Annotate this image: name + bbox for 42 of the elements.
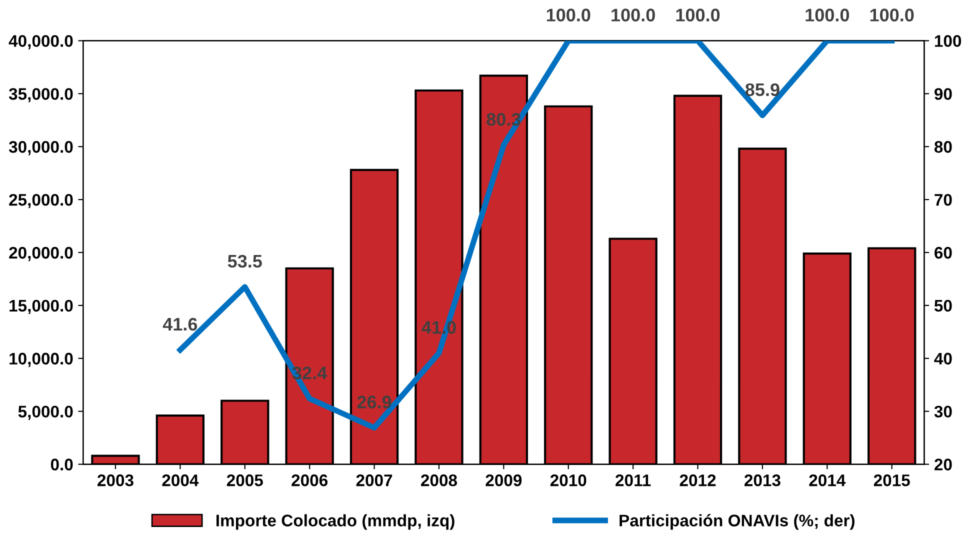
y-tick-label: 35,000.0 <box>8 88 73 102</box>
x-tick-label: 2006 <box>292 474 328 486</box>
x-tick-label: 2015 <box>874 474 910 486</box>
y-tick-label: 5,000.0 <box>18 406 73 420</box>
x-tick-label: 2005 <box>226 474 263 486</box>
data-label: 41.6 <box>162 318 198 331</box>
y-tick-label: 10,000.0 <box>10 352 73 367</box>
data-label: 85.9 <box>745 83 780 96</box>
legend-label: Importe Colocado (mmdp, izq) <box>216 514 454 530</box>
y2-tick-label: 100 <box>934 35 962 47</box>
legend-label: Participación ONAVIs (%; der) <box>620 514 854 530</box>
data-label: 100.0 <box>806 8 850 22</box>
y2-tick-label: 90 <box>934 88 952 100</box>
y-tick-label: 15,000.0 <box>10 300 73 314</box>
x-tick-label: 2010 <box>550 474 586 486</box>
y-tick-label: 25,000.0 <box>9 194 73 208</box>
x-tick-label: 2012 <box>680 474 716 486</box>
x-tick-label: 2008 <box>421 474 457 486</box>
y-tick-label: 30,000.0 <box>8 141 73 156</box>
x-tick-label: 2014 <box>809 474 846 486</box>
y-tick-label: 40,000.0 <box>8 35 73 50</box>
data-label: 100.0 <box>546 8 590 22</box>
y2-tick-label: 50 <box>934 300 952 312</box>
y2-tick-label: 20 <box>934 458 952 470</box>
y2-tick-label: 30 <box>934 406 952 418</box>
x-tick-label: 2003 <box>98 474 134 486</box>
x-tick-label: 2011 <box>616 474 651 486</box>
data-label: 100.0 <box>676 8 720 22</box>
y-tick-label: 0.0 <box>50 458 73 470</box>
data-label: 100.0 <box>612 8 655 22</box>
y2-tick-label: 60 <box>934 246 952 259</box>
y-tick-label: 20,000.0 <box>9 246 73 262</box>
data-label: 100.0 <box>870 8 914 22</box>
data-label: 26.9 <box>357 396 392 408</box>
data-label: 53.5 <box>228 254 262 268</box>
x-tick-label: 2004 <box>162 474 199 486</box>
x-tick-label: 2013 <box>744 474 780 486</box>
y2-tick-label: 80 <box>934 141 952 153</box>
x-tick-label: 2007 <box>356 474 392 486</box>
y2-tick-label: 40 <box>934 352 952 365</box>
x-tick-label: 2009 <box>486 474 522 486</box>
y2-tick-label: 70 <box>934 194 952 206</box>
